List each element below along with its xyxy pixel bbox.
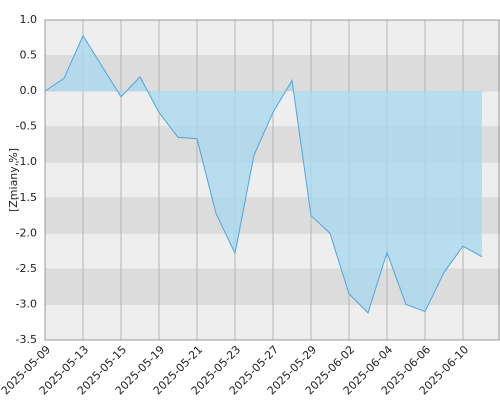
y-tick-label: 0.0 — [20, 84, 38, 97]
y-tick-label: -3.5 — [16, 333, 37, 346]
line — [44, 34, 483, 314]
y-tick-label: -1.0 — [16, 155, 37, 168]
y-tick-label: 0.5 — [20, 49, 38, 62]
y-tick-label: -3.0 — [16, 297, 37, 310]
y-tick-label: -2.0 — [16, 226, 37, 239]
y-tick-label: -1.5 — [16, 191, 37, 204]
y-tick-label: 1.0 — [20, 13, 38, 26]
y-tick-label: -2.5 — [16, 262, 37, 275]
y-tick-label: -0.5 — [16, 120, 37, 133]
plot-frame — [44, 19, 500, 341]
y-axis-label: [Zmiany,%] — [7, 148, 20, 212]
area — [45, 35, 482, 313]
